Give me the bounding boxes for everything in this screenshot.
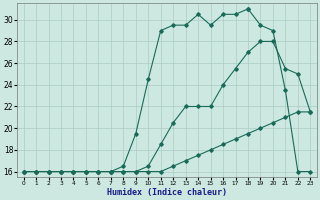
X-axis label: Humidex (Indice chaleur): Humidex (Indice chaleur) (107, 188, 227, 197)
